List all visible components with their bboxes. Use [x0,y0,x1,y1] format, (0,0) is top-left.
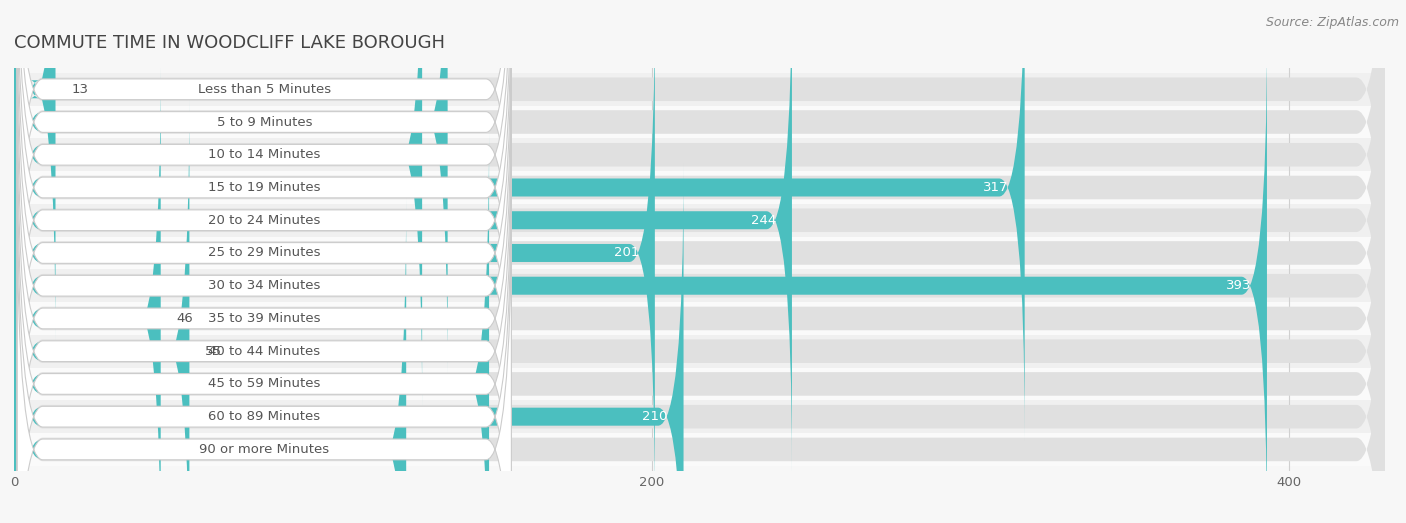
Text: 55: 55 [205,345,222,358]
Bar [14,171,1385,204]
FancyBboxPatch shape [17,132,512,523]
Text: 123: 123 [364,443,391,456]
FancyBboxPatch shape [17,165,512,523]
FancyBboxPatch shape [14,0,1385,523]
FancyBboxPatch shape [14,0,1385,405]
Text: Less than 5 Minutes: Less than 5 Minutes [198,83,330,96]
Text: 30 to 34 Minutes: 30 to 34 Minutes [208,279,321,292]
Text: 15 to 19 Minutes: 15 to 19 Minutes [208,181,321,194]
FancyBboxPatch shape [14,0,1385,470]
Text: 317: 317 [983,181,1008,194]
Text: 45 to 59 Minutes: 45 to 59 Minutes [208,378,321,391]
FancyBboxPatch shape [14,0,1025,440]
Bar [14,269,1385,302]
Text: 20 to 24 Minutes: 20 to 24 Minutes [208,214,321,227]
FancyBboxPatch shape [17,34,512,523]
FancyBboxPatch shape [14,0,655,506]
FancyBboxPatch shape [14,65,160,523]
Text: 5 to 9 Minutes: 5 to 9 Minutes [217,116,312,129]
FancyBboxPatch shape [14,0,55,342]
FancyBboxPatch shape [14,131,489,523]
FancyBboxPatch shape [17,2,512,505]
FancyBboxPatch shape [14,33,1267,523]
Text: 201: 201 [613,246,638,259]
FancyBboxPatch shape [14,0,447,375]
FancyBboxPatch shape [14,0,792,473]
Text: 136: 136 [406,116,432,129]
FancyBboxPatch shape [14,0,1385,503]
FancyBboxPatch shape [14,197,406,523]
Bar [14,302,1385,335]
Bar [14,204,1385,236]
Text: 128: 128 [381,148,406,161]
Bar [14,368,1385,400]
Bar [14,139,1385,171]
FancyBboxPatch shape [17,0,512,439]
FancyBboxPatch shape [14,101,1385,523]
FancyBboxPatch shape [14,166,1385,523]
FancyBboxPatch shape [14,0,422,407]
Text: 90 or more Minutes: 90 or more Minutes [200,443,329,456]
FancyBboxPatch shape [17,0,512,406]
FancyBboxPatch shape [17,0,512,373]
Text: 393: 393 [1226,279,1251,292]
Text: 10 to 14 Minutes: 10 to 14 Minutes [208,148,321,161]
Text: 46: 46 [177,312,194,325]
FancyBboxPatch shape [14,134,1385,523]
Bar [14,236,1385,269]
Bar [14,433,1385,466]
Bar [14,73,1385,106]
FancyBboxPatch shape [14,0,1385,438]
FancyBboxPatch shape [17,0,512,472]
FancyBboxPatch shape [14,3,1385,523]
Text: 13: 13 [72,83,89,96]
FancyBboxPatch shape [14,36,1385,523]
Text: 244: 244 [751,214,776,227]
Text: 35 to 39 Minutes: 35 to 39 Minutes [208,312,321,325]
Bar [14,106,1385,139]
Bar [14,400,1385,433]
Text: 40 to 44 Minutes: 40 to 44 Minutes [208,345,321,358]
FancyBboxPatch shape [14,69,1385,523]
Text: 149: 149 [449,378,474,391]
FancyBboxPatch shape [17,198,512,523]
Text: COMMUTE TIME IN WOODCLIFF LAKE BOROUGH: COMMUTE TIME IN WOODCLIFF LAKE BOROUGH [14,34,446,52]
FancyBboxPatch shape [17,100,512,523]
Text: 25 to 29 Minutes: 25 to 29 Minutes [208,246,321,259]
FancyBboxPatch shape [14,164,683,523]
Bar [14,335,1385,368]
FancyBboxPatch shape [17,0,512,341]
Text: Source: ZipAtlas.com: Source: ZipAtlas.com [1265,16,1399,29]
FancyBboxPatch shape [14,98,190,523]
FancyBboxPatch shape [17,67,512,523]
FancyBboxPatch shape [14,0,1385,372]
Text: 210: 210 [643,410,668,423]
Text: 60 to 89 Minutes: 60 to 89 Minutes [208,410,321,423]
